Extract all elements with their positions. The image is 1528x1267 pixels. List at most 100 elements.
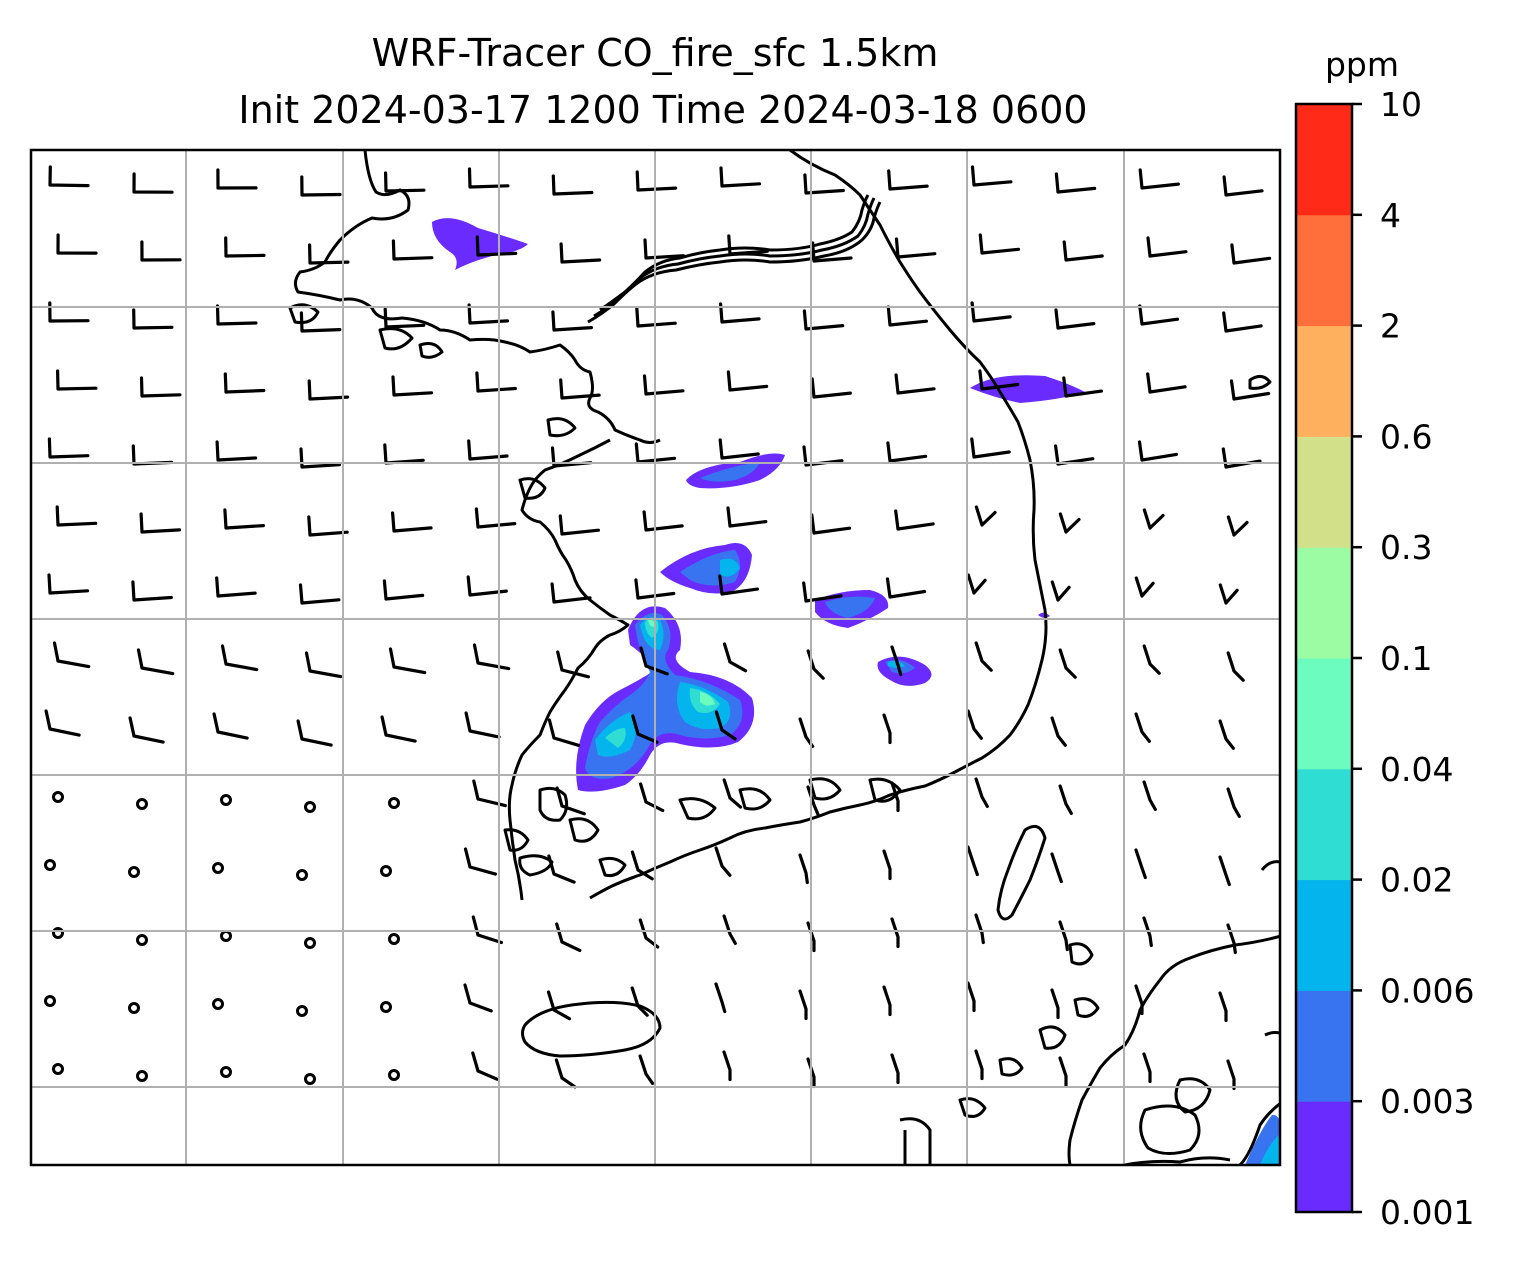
wind-barb: [558, 514, 600, 536]
wind-barb: [642, 374, 685, 396]
coastlines: [288, 150, 1280, 1165]
wind-barb: [55, 505, 98, 527]
wind-barb: [131, 580, 173, 602]
colorbar-tick-label: 4: [1380, 196, 1401, 235]
wind-barb: [894, 237, 937, 259]
wind-barb: [886, 305, 928, 327]
calm-marker: [128, 1002, 140, 1014]
wind-barb: [1134, 984, 1144, 1016]
wind-barb: [887, 169, 929, 191]
colorbar-segment: [1296, 325, 1352, 437]
colorbar-unit: ppm: [1325, 45, 1399, 84]
wind-barb: [467, 439, 509, 461]
calm-marker: [304, 937, 316, 949]
calm-marker: [380, 865, 392, 877]
plume-east: [970, 375, 1085, 403]
colorbar-tick-label: 0.003: [1380, 1082, 1474, 1121]
calm-marker: [44, 995, 56, 1007]
wind-barb: [464, 711, 501, 739]
wind-barb: [56, 233, 98, 255]
wind-barb: [1058, 1056, 1068, 1088]
wind-barb: [1222, 175, 1264, 197]
wind-barb: [885, 577, 927, 599]
calm-marker: [296, 869, 308, 881]
wind-barb: [630, 850, 654, 881]
wind-barb: [718, 438, 760, 460]
wind-barb: [630, 986, 649, 1017]
wind-barb: [798, 853, 809, 885]
colorbar-segment: [1296, 1101, 1352, 1213]
wind-barb: [47, 437, 90, 459]
wind-barb: [1054, 308, 1096, 330]
wind-barb: [1218, 583, 1239, 605]
wind-barb: [1058, 648, 1077, 679]
wind-barb: [1062, 240, 1104, 262]
calm-marker: [220, 1066, 232, 1078]
wind-barb: [300, 175, 342, 197]
wind-barb: [882, 713, 892, 745]
wind-barb: [1058, 512, 1081, 534]
wind-barb: [463, 847, 497, 876]
wind-barb: [974, 1049, 984, 1081]
wind-barb: [639, 646, 669, 676]
colorbar-tick-label: 2: [1380, 307, 1401, 346]
wind-barb: [52, 641, 91, 669]
wind-barb: [722, 778, 743, 809]
wind-barb: [471, 1051, 499, 1081]
wind-barb: [714, 846, 732, 877]
jeju-island: [521, 1000, 662, 1058]
wind-barb: [886, 441, 928, 463]
wind-barb: [722, 642, 748, 673]
wind-barb: [882, 985, 892, 1017]
wind-barb: [212, 712, 249, 740]
wind-barb: [894, 509, 935, 531]
wind-barb: [551, 310, 593, 332]
colorbar-segment: [1296, 990, 1352, 1102]
title-line-2: Init 2024-03-17 1200 Time 2024-03-18 060…: [238, 88, 1087, 132]
plume-north: [432, 218, 528, 270]
calm-marker: [212, 998, 224, 1010]
wind-barb: [974, 777, 989, 808]
wind-barb: [966, 981, 976, 1013]
wind-barb: [220, 644, 259, 672]
wind-barb: [722, 1050, 732, 1082]
calm-marker: [304, 1073, 316, 1085]
wind-barb: [635, 170, 678, 192]
wind-barb: [1137, 440, 1178, 462]
wind-barb: [1142, 916, 1153, 948]
colorbar-tick-label: 10: [1380, 85, 1422, 124]
wind-barb: [48, 165, 90, 188]
gridlines: [31, 150, 1280, 1165]
wind-barb: [1134, 712, 1151, 743]
wind-barb: [56, 369, 98, 391]
calm-marker: [220, 794, 232, 806]
wind-barb: [308, 243, 350, 265]
wind-barb: [718, 574, 759, 596]
wind-barb: [726, 506, 768, 528]
wind-barb: [132, 308, 174, 330]
wind-barb: [811, 241, 853, 263]
wind-barb: [466, 575, 508, 597]
wind-barb: [307, 515, 349, 537]
wind-barb: [384, 171, 426, 193]
wind-barb: [726, 370, 769, 392]
wind-barb: [974, 505, 997, 527]
calm-marker: [136, 934, 148, 946]
wind-barb: [810, 377, 852, 399]
wind-barb: [714, 710, 737, 741]
calm-marker: [44, 859, 56, 871]
wind-barb: [547, 854, 576, 884]
colorbar-segment: [1296, 879, 1352, 991]
colorbar-tick-label: 0.006: [1380, 971, 1474, 1010]
wind-barb: [1050, 988, 1060, 1020]
wind-barb: [472, 779, 507, 808]
wind-barb: [978, 369, 1020, 391]
calm-marker: [212, 862, 224, 874]
wind-barb: [298, 583, 341, 605]
wind-barb: [550, 582, 592, 604]
wind-barb: [714, 982, 727, 1014]
wind-barb: [47, 573, 90, 595]
colorbar-segment: [1296, 658, 1352, 770]
wind-barb: [1134, 576, 1155, 598]
wind-barbs: [44, 165, 1272, 1091]
